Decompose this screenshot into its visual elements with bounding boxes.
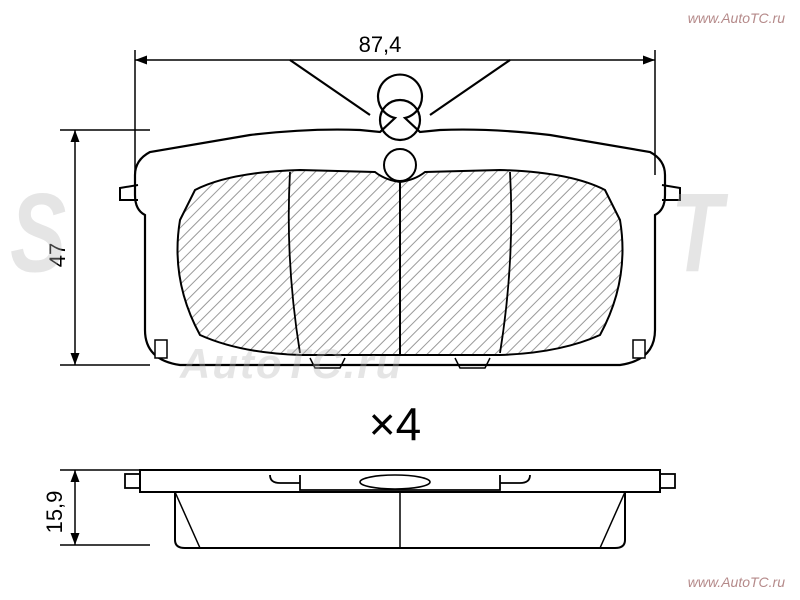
top-view: 87,4 47 bbox=[45, 32, 680, 368]
watermark-url: www.AutoTC.ru bbox=[688, 10, 785, 26]
side-view: 15,9 bbox=[42, 470, 675, 548]
multiplier: ×4 bbox=[369, 398, 421, 450]
dim-height-value: 47 bbox=[45, 243, 70, 267]
dim-thickness-value: 15,9 bbox=[42, 491, 67, 534]
drawing-canvas: 87,4 47 ×4 15,9 bbox=[0, 0, 800, 600]
watermark-url: www.AutoTC.ru bbox=[688, 574, 785, 590]
spring-clip bbox=[290, 60, 510, 115]
dim-width-value: 87,4 bbox=[359, 32, 402, 57]
